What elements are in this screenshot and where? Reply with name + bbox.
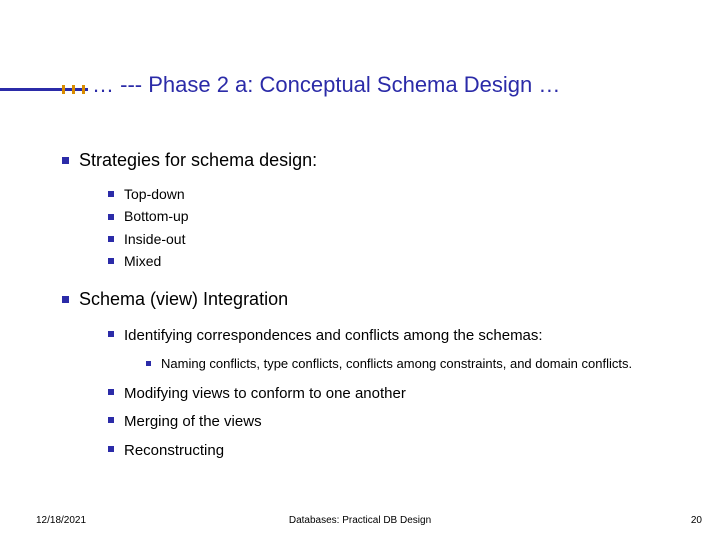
bullet-icon: [108, 417, 114, 423]
bullet-icon: [108, 214, 114, 220]
bullet-lvl3-group: Naming conflicts, type conflicts, confli…: [146, 354, 690, 374]
bullet-lvl3: Naming conflicts, type conflicts, confli…: [146, 354, 690, 374]
bullet-lvl2: Mixed: [108, 250, 690, 272]
bullet-lvl2: Identifying correspondences and conflict…: [108, 322, 690, 351]
bar-tick-3: [82, 85, 85, 94]
bullet-text: Schema (view) Integration: [79, 289, 288, 310]
content-region: Strategies for schema design: Top-down B…: [62, 150, 690, 465]
bullet-icon: [108, 389, 114, 395]
slide-title: … --- Phase 2 a: Conceptual Schema Desig…: [92, 72, 560, 98]
bullet-icon: [108, 191, 114, 197]
title-region: … --- Phase 2 a: Conceptual Schema Desig…: [0, 72, 720, 112]
bullet-icon: [108, 331, 114, 337]
bullet-text: Merging of the views: [124, 408, 262, 437]
slide: … --- Phase 2 a: Conceptual Schema Desig…: [0, 0, 720, 540]
bullet-lvl2: Top-down: [108, 183, 690, 205]
bullet-text: Identifying correspondences and conflict…: [124, 322, 543, 351]
bullet-lvl2-group: Identifying correspondences and conflict…: [108, 322, 690, 466]
bullet-icon: [108, 446, 114, 452]
footer-center: Databases: Practical DB Design: [0, 515, 720, 526]
bullet-icon: [146, 361, 151, 366]
bullet-icon: [108, 258, 114, 264]
bullet-text: Bottom-up: [124, 205, 189, 227]
bullet-lvl1: Schema (view) Integration: [62, 289, 690, 310]
bullet-lvl2: Inside-out: [108, 228, 690, 250]
bullet-icon: [62, 296, 69, 303]
bullet-text: Naming conflicts, type conflicts, confli…: [161, 354, 632, 374]
bullet-lvl2: Modifying views to conform to one anothe…: [108, 380, 690, 409]
bar-tick-2: [72, 85, 75, 94]
bullet-text: Reconstructing: [124, 437, 224, 466]
bullet-lvl2: Merging of the views: [108, 408, 690, 437]
bullet-text: Top-down: [124, 183, 185, 205]
bullet-lvl2: Bottom-up: [108, 205, 690, 227]
bullet-icon: [62, 157, 69, 164]
bullet-lvl1: Strategies for schema design:: [62, 150, 690, 171]
bullet-lvl2-group: Top-down Bottom-up Inside-out Mixed: [108, 183, 690, 273]
bullet-text: Mixed: [124, 250, 161, 272]
bar-tick-1: [62, 85, 65, 94]
bullet-text: Inside-out: [124, 228, 185, 250]
bullet-text: Strategies for schema design:: [79, 150, 317, 171]
bullet-lvl2: Reconstructing: [108, 437, 690, 466]
bullet-text: Modifying views to conform to one anothe…: [124, 380, 406, 409]
bullet-icon: [108, 236, 114, 242]
footer-page-number: 20: [691, 515, 702, 526]
title-accent-bar: [0, 88, 88, 91]
